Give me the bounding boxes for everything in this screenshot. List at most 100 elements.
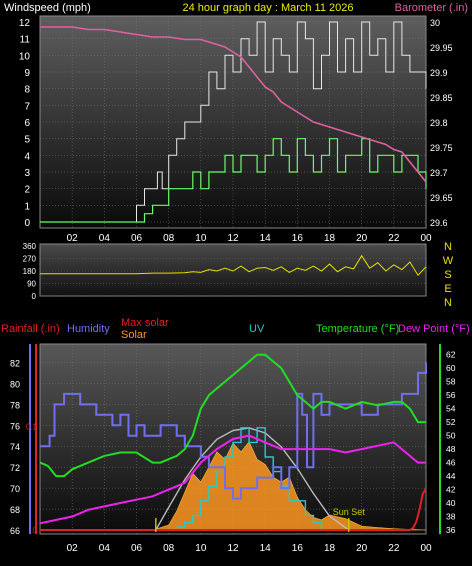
graph-title: 24 hour graph day : March 11 2026	[182, 2, 353, 14]
rainfall-series-line	[40, 488, 427, 531]
rainfall-axis-title: Rainfall (.in)	[1, 323, 60, 335]
humidity-tick-label: 80	[10, 379, 20, 389]
humidity-tick-label: 72	[10, 463, 20, 473]
humidity-series-line	[40, 362, 427, 500]
wind-y-tick-label: 7	[24, 101, 30, 112]
direction-y-tick-label: 360	[23, 242, 37, 251]
compass-label: E	[444, 283, 451, 295]
weather-x-tick-label: 00	[420, 543, 432, 554]
dew-point-axis-title: Dew Point (°F)	[398, 323, 470, 335]
humidity-tick-label: 66	[10, 526, 20, 536]
wind-x-tick-label: 02	[67, 233, 79, 244]
temperature-tick-label: 54	[446, 404, 456, 414]
direction-y-tick-label: 270	[23, 255, 37, 264]
max-solar-label: Max solar	[121, 317, 169, 329]
weather-x-tick-label: 18	[324, 543, 336, 554]
barometer-tick-label: 30	[430, 18, 440, 28]
weather-x-tick-label: 04	[99, 543, 111, 554]
direction-plot-area	[39, 243, 427, 297]
humidity-tick-label: 68	[10, 505, 20, 515]
rainfall-tick-label: 0	[33, 526, 38, 535]
weather-x-tick-label: 12	[227, 543, 239, 554]
barometer-tick-label: 29.8	[430, 118, 448, 128]
windspeed-series-line	[40, 21, 427, 223]
temperature-tick-label: 38	[446, 512, 456, 522]
humidity-tick-label: 78	[10, 400, 20, 410]
humidity-tick-label: 70	[10, 484, 20, 494]
wind-y-tick-label: 10	[19, 51, 31, 62]
temperature-tick-label: 62	[446, 350, 456, 360]
barometer-tick-label: 29.65	[430, 193, 453, 203]
barometer-tick-label: 29.6	[430, 218, 448, 228]
wind-y-tick-label: 2	[24, 185, 30, 196]
compass-label: N	[444, 241, 452, 253]
temperature-tick-label: 36	[446, 525, 456, 535]
direction-series	[40, 254, 427, 277]
solar-label: Solar	[121, 329, 147, 341]
wind-x-tick-label: 08	[163, 233, 175, 244]
humidity-tick-label: 82	[10, 358, 20, 368]
weather-x-tick-label: 02	[67, 543, 79, 554]
direction-y-tick-label: 180	[23, 267, 37, 276]
barometer-tick-label: 29.9	[430, 68, 448, 78]
dew-point-series-line	[39, 434, 426, 525]
windspeed-avg-series-line	[40, 138, 427, 223]
weather-series: Sun Set	[39, 353, 427, 532]
sunset-label: Sun Set	[333, 507, 366, 517]
temperature-tick-label: 46	[446, 458, 456, 468]
temperature-tick-label: 40	[446, 498, 456, 508]
weather-x-tick-label: 20	[356, 543, 368, 554]
weather-x-tick-label: 14	[260, 543, 272, 554]
weather-x-tick-label: 22	[388, 543, 400, 554]
wind-y-tick-label: 5	[24, 135, 30, 146]
direction-y-tick-label: 90	[27, 280, 36, 289]
rainfall-tick-label: 0.1	[26, 423, 38, 432]
barometer-axis-title: Barometer (.in)	[395, 2, 468, 14]
wind-x-tick-label: 04	[99, 233, 111, 244]
barometer-tick-label: 29.85	[430, 93, 453, 103]
weather-x-tick-label: 08	[163, 543, 175, 554]
wind-y-tick-label: 11	[20, 35, 31, 46]
temperature-tick-label: 58	[446, 377, 456, 387]
barometer-tick-label: 29.7	[430, 168, 448, 178]
wind-y-tick-label: 12	[19, 18, 31, 29]
wind-y-tick-label: 9	[24, 68, 30, 79]
temperature-tick-label: 42	[446, 485, 456, 495]
wind-x-tick-label: 12	[227, 233, 239, 244]
humidity-tick-label: 76	[10, 421, 20, 431]
uv-axis-title: UV	[249, 323, 265, 335]
wind-y-tick-label: 4	[24, 151, 30, 162]
weather-panel: Sun Set 66 68 70 72 74 76 78 80 82 36 38 40 42 44 46 48…	[10, 343, 456, 554]
temperature-tick-label: 52	[446, 417, 456, 427]
temperature-tick-label: 56	[446, 390, 456, 400]
wind-x-tick-label: 22	[388, 233, 400, 244]
compass-label: N	[444, 297, 452, 309]
weather-x-tick-label: 16	[292, 543, 304, 554]
temperature-tick-label: 48	[446, 444, 456, 454]
weather-axes: 66 68 70 72 74 76 78 80 82 36 38 40 42 44 46 48 50 52 54 56…	[10, 344, 456, 554]
wind-x-tick-label: 16	[292, 233, 304, 244]
wind-x-tick-label: 18	[324, 233, 336, 244]
wind-y-tick-label: 6	[24, 118, 30, 129]
wind-direction-series-line	[40, 254, 427, 277]
barometer-tick-label: 29.75	[430, 143, 453, 153]
temperature-axis-title: Temperature (°F)	[316, 323, 399, 335]
direction-y-tick-label: 0	[32, 292, 37, 301]
temperature-tick-label: 50	[446, 431, 456, 441]
wind-x-tick-label: 14	[260, 233, 272, 244]
temperature-tick-label: 44	[446, 471, 456, 481]
windspeed-axis-title: Windspeed (mph)	[4, 2, 91, 14]
compass-label: S	[444, 269, 451, 281]
compass-label: W	[443, 255, 454, 267]
wind-series	[40, 21, 427, 223]
wind-y-tick-label: 0	[24, 218, 30, 229]
wind-x-tick-label: 20	[356, 233, 368, 244]
temperature-tick-label: 60	[446, 363, 456, 373]
wind-y-tick-label: 1	[24, 201, 30, 212]
